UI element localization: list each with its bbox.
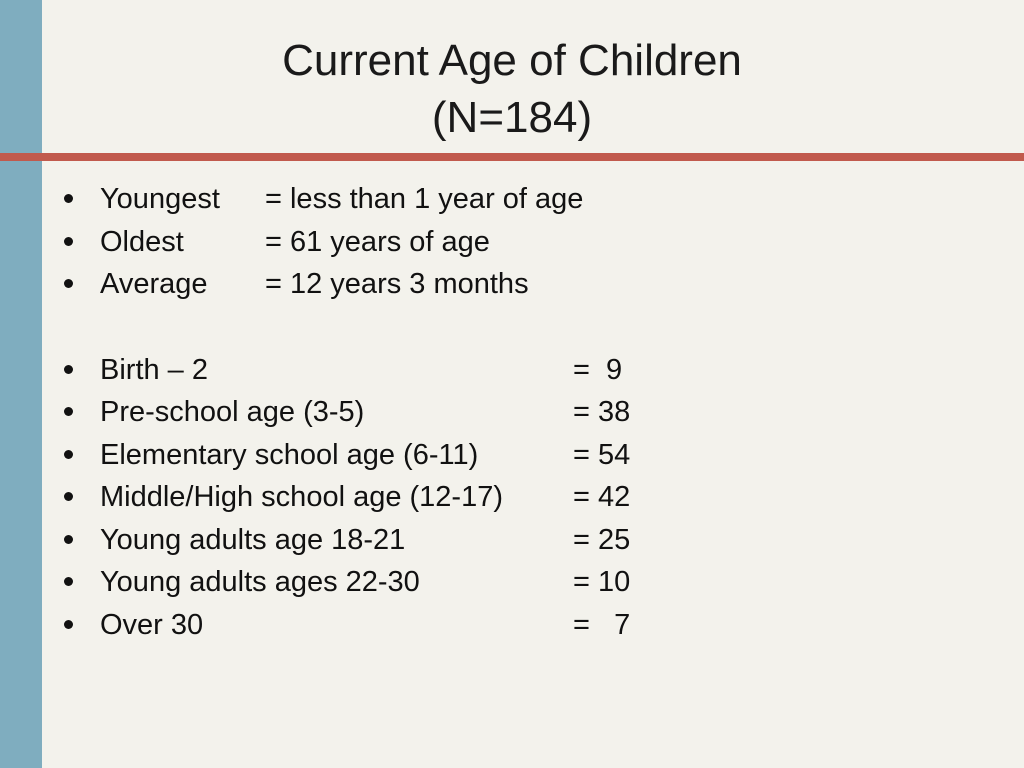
left-accent-bar bbox=[0, 0, 42, 768]
bullet-icon bbox=[58, 222, 78, 262]
item-label: Over 30 bbox=[100, 609, 204, 641]
item-label: Middle/High school age (12-17) bbox=[100, 481, 503, 513]
bullet-icon bbox=[58, 562, 78, 602]
bullet-icon bbox=[58, 435, 78, 475]
item-label: Young adults ages 22-30 bbox=[100, 566, 420, 598]
item-value: = 12 years 3 months bbox=[265, 268, 529, 300]
item-value: = 7 bbox=[573, 609, 631, 641]
bullet-icon bbox=[58, 179, 78, 219]
item-value: = 38 bbox=[573, 396, 631, 428]
bullet-icon bbox=[58, 477, 78, 517]
item-label: Average bbox=[100, 268, 208, 300]
item-label: Oldest bbox=[100, 226, 184, 258]
title-divider bbox=[0, 153, 1024, 161]
item-value: = 42 bbox=[573, 481, 631, 513]
item-value: = 25 bbox=[573, 524, 631, 556]
bullet-icon bbox=[58, 350, 78, 390]
bullet-icon bbox=[58, 392, 78, 432]
item-value: = 9 bbox=[573, 354, 623, 386]
slide-title-line-2: (N=184) bbox=[431, 93, 593, 142]
bullet-icon bbox=[58, 605, 78, 645]
item-value: = 61 years of age bbox=[265, 226, 490, 258]
bullet-icon bbox=[58, 520, 78, 560]
slide-title-line-1: Current Age of Children bbox=[282, 36, 742, 85]
bullet-icon bbox=[58, 264, 78, 304]
slide-title: Current Age of Children (N=184) bbox=[0, 32, 1024, 146]
item-label: Birth – 2 bbox=[100, 354, 208, 386]
item-label: Elementary school age (6-11) bbox=[100, 439, 479, 471]
item-label: Young adults age 18-21 bbox=[100, 524, 406, 556]
item-value: = 10 bbox=[573, 566, 631, 598]
item-label: Pre-school age (3-5) bbox=[100, 396, 365, 428]
item-value: = 54 bbox=[573, 439, 631, 471]
item-label: Youngest bbox=[100, 183, 220, 215]
item-value: = less than 1 year of age bbox=[265, 183, 584, 215]
